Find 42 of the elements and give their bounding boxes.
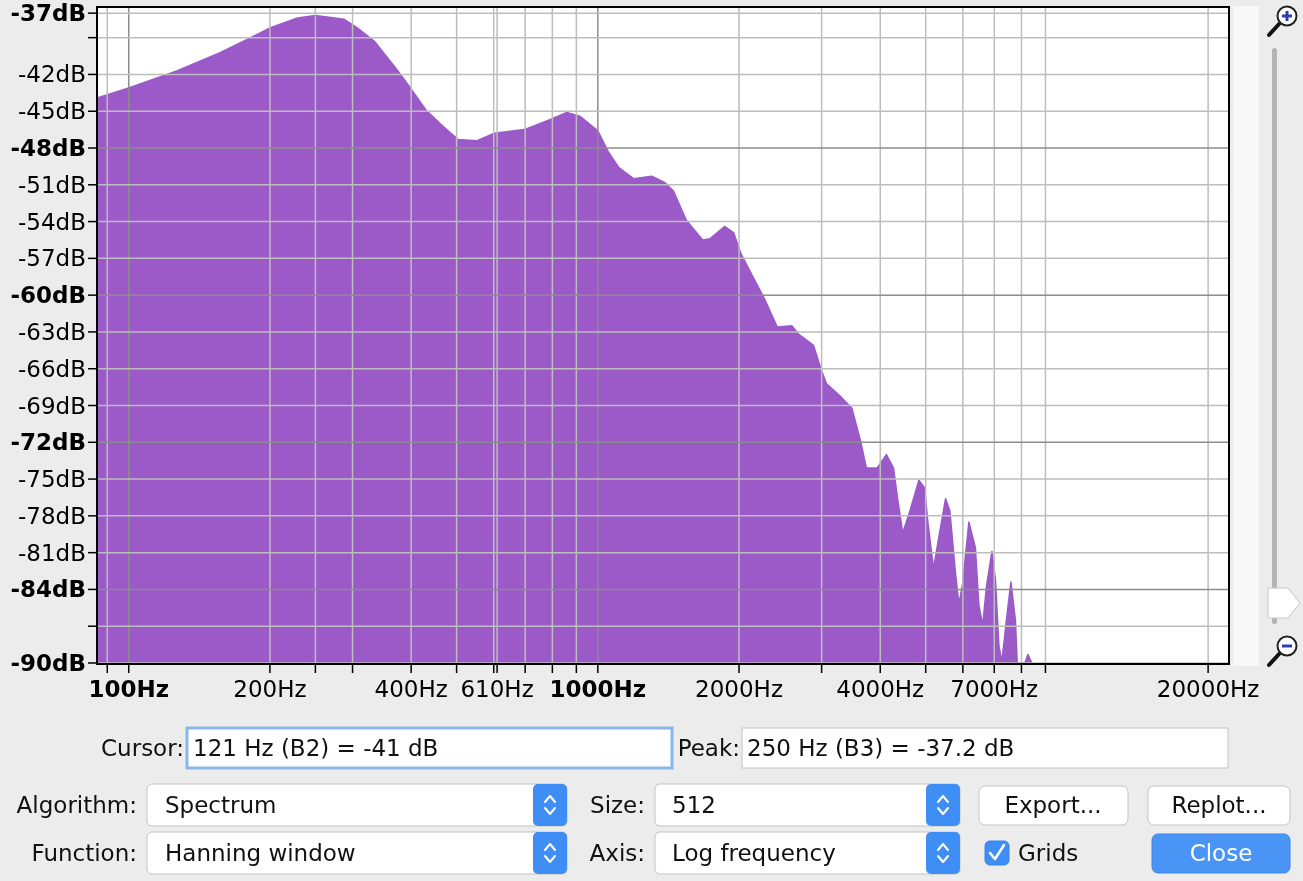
text: Log frequency (672, 840, 836, 866)
text: Close (1189, 840, 1253, 866)
y-tick-label: -45dB (18, 98, 86, 125)
y-tick-label: -81dB (18, 539, 86, 566)
x-tick-label: 610Hz (460, 676, 534, 702)
y-tick-label: -54dB (18, 208, 86, 235)
y-tick-label: -63dB (18, 318, 86, 345)
text: Size: (590, 792, 645, 818)
text: Hanning window (165, 840, 356, 866)
y-tick-label: -72dB (10, 429, 86, 456)
x-tick-label: 1000Hz (549, 676, 647, 702)
y-tick-label: -51dB (18, 171, 86, 198)
x-tick-label: 7000Hz (950, 676, 1039, 702)
text: Replot... (1171, 792, 1267, 818)
text: Algorithm: (16, 792, 137, 818)
text: 512 (672, 792, 716, 818)
text: Cursor: (101, 735, 184, 761)
y-tick-label: -60dB (10, 282, 86, 309)
text: Peak: (677, 735, 740, 761)
text: Grids (1018, 840, 1079, 866)
y-tick-label: -69dB (18, 392, 86, 419)
y-tick-label: -42dB (18, 61, 86, 88)
y-tick-label: -57dB (18, 245, 86, 272)
x-tick-label: 2000Hz (695, 676, 783, 702)
y-tick-label: -37dB (10, 0, 86, 27)
text: Spectrum (165, 792, 277, 818)
x-tick-label: 20000Hz (1156, 676, 1260, 702)
y-tick-label: -84dB (10, 576, 86, 603)
x-tick-label: 200Hz (233, 676, 307, 702)
x-tick-label: 400Hz (374, 676, 448, 702)
y-tick-label: -78dB (18, 502, 86, 529)
text: 250 Hz (B3) = -37.2 dB (747, 735, 1015, 761)
y-tick-label: -75dB (18, 466, 86, 493)
x-tick-label: 4000Hz (836, 676, 925, 702)
text: Export... (1004, 792, 1102, 818)
text: Axis: (589, 840, 645, 866)
x-tick-label: 100Hz (88, 676, 170, 702)
y-tick-label: -48dB (10, 135, 86, 162)
y-tick-label: -90dB (10, 650, 86, 676)
text: Function: (31, 840, 137, 866)
text: 121 Hz (B2) = -41 dB (193, 735, 439, 761)
y-tick-label: -66dB (18, 355, 86, 382)
